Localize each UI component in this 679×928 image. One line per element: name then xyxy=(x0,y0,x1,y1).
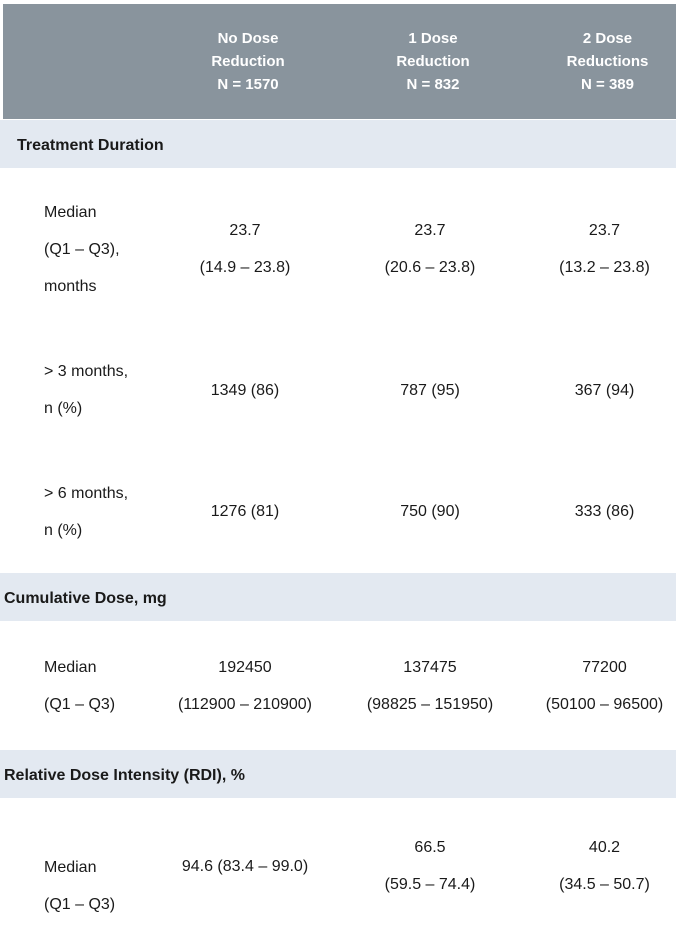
column-header-line: 1 Dose xyxy=(408,30,458,47)
section-header-relative-dose-intensity: Relative Dose Intensity (RDI), % xyxy=(0,750,676,798)
value-cell: 77200 (50100 – 96500) xyxy=(530,649,679,723)
value-cell: 23.7 (20.6 – 23.8) xyxy=(330,212,530,286)
row-label-line: (Q1 – Q3) xyxy=(44,896,116,913)
median-value: 40.2 xyxy=(588,839,621,856)
row-label: > 6 months, n (%) xyxy=(0,475,160,549)
q1-q3-range: (20.6 – 23.8) xyxy=(384,259,476,276)
value-cell: 192450 (112900 – 210900) xyxy=(160,649,330,723)
column-header-line: Reductions xyxy=(566,53,649,70)
q1-q3-range: (34.5 – 50.7) xyxy=(559,876,650,893)
row-label: Median (Q1 – Q3), months xyxy=(0,194,160,305)
q1-q3-range: (98825 – 151950) xyxy=(366,695,494,713)
row-label-line: months xyxy=(44,277,97,295)
value-cell: 333 (86) xyxy=(530,493,679,530)
column-header-line: Reduction xyxy=(396,53,470,70)
row-label-line: n (%) xyxy=(44,521,83,539)
median-q1-q3-value: 94.6 (83.4 – 99.0) xyxy=(181,857,309,875)
median-value: 23.7 xyxy=(414,222,446,239)
table-row-cumulative-median: Median (Q1 – Q3) 192450 (112900 – 210900… xyxy=(0,621,679,750)
column-header-line: N = 832 xyxy=(406,76,460,93)
q1-q3-range: (14.9 – 23.8) xyxy=(199,259,291,276)
row-label: Median (Q1 – Q3) xyxy=(0,849,160,923)
column-header-line: 2 Dose xyxy=(582,30,633,47)
row-label-line: n (%) xyxy=(44,400,83,417)
section-title: Cumulative Dose, mg xyxy=(4,590,167,607)
section-header-treatment-duration: Treatment Duration xyxy=(0,120,676,168)
section-title: Relative Dose Intensity (RDI), % xyxy=(4,767,245,784)
q1-q3-range: (59.5 – 74.4) xyxy=(384,876,476,893)
row-label-line: > 6 months, xyxy=(44,484,129,502)
column-header-line: Reduction xyxy=(211,53,285,70)
section-header-cumulative-dose: Cumulative Dose, mg xyxy=(0,573,676,621)
count-percent-value: 1349 (86) xyxy=(210,381,280,399)
table-header-row: No Dose Reduction N = 1570 1 Dose Reduct… xyxy=(3,4,676,119)
value-cell: 750 (90) xyxy=(330,493,530,530)
median-value: 23.7 xyxy=(588,222,621,239)
row-label: > 3 months, n (%) xyxy=(0,353,160,427)
value-cell: 94.6 (83.4 – 99.0) xyxy=(160,848,330,885)
count-percent-value: 333 (86) xyxy=(574,503,635,520)
value-cell: 137475 (98825 – 151950) xyxy=(330,649,530,723)
column-header-line: No Dose xyxy=(217,30,279,47)
row-label-line: Median xyxy=(44,859,97,876)
row-label: Median (Q1 – Q3) xyxy=(0,649,160,723)
value-cell: 40.2 (34.5 – 50.7) xyxy=(530,829,679,903)
value-cell: 23.7 (14.9 – 23.8) xyxy=(160,212,330,286)
table-row-gt-3-months: > 3 months, n (%) 1349 (86) 787 (95) 367… xyxy=(0,330,679,450)
median-value: 137475 xyxy=(403,658,457,676)
column-header-line: N = 389 xyxy=(581,76,634,93)
median-value: 192450 xyxy=(218,658,272,676)
count-percent-value: 1276 (81) xyxy=(210,503,280,520)
column-header-line: N = 1570 xyxy=(217,76,279,93)
value-cell: 1349 (86) xyxy=(160,372,330,409)
q1-q3-range: (50100 – 96500) xyxy=(545,695,664,713)
count-percent-value: 367 (94) xyxy=(574,381,635,399)
q1-q3-range: (112900 – 210900) xyxy=(177,695,313,713)
median-value: 23.7 xyxy=(229,222,261,239)
count-percent-value: 750 (90) xyxy=(400,503,460,520)
row-label-line: > 3 months, xyxy=(44,363,129,380)
column-header-no-dose-reduction: No Dose Reduction N = 1570 xyxy=(163,27,333,96)
count-percent-value: 787 (95) xyxy=(400,381,460,399)
table-row-gt-6-months: > 6 months, n (%) 1276 (81) 750 (90) 333… xyxy=(0,450,679,573)
column-header-one-dose-reduction: 1 Dose Reduction N = 832 xyxy=(333,27,533,96)
row-label-line: Median xyxy=(44,203,97,221)
value-cell: 66.5 (59.5 – 74.4) xyxy=(330,829,530,903)
median-value: 77200 xyxy=(582,658,627,676)
section-title: Treatment Duration xyxy=(17,137,164,154)
row-label-line: (Q1 – Q3) xyxy=(44,695,116,713)
table-row-rdi-median: Median (Q1 – Q3) 94.6 (83.4 – 99.0) 66.5… xyxy=(0,798,679,928)
column-header-two-dose-reductions: 2 Dose Reductions N = 389 xyxy=(533,27,679,96)
median-value: 66.5 xyxy=(414,839,446,856)
table-row-median-months: Median (Q1 – Q3), months 23.7 (14.9 – 23… xyxy=(0,168,679,330)
value-cell: 787 (95) xyxy=(330,372,530,409)
value-cell: 367 (94) xyxy=(530,372,679,409)
q1-q3-range: (13.2 – 23.8) xyxy=(559,259,650,276)
value-cell: 1276 (81) xyxy=(160,493,330,530)
row-label-line: (Q1 – Q3), xyxy=(44,240,120,258)
value-cell: 23.7 (13.2 – 23.8) xyxy=(530,212,679,286)
row-label-line: Median xyxy=(44,658,97,676)
